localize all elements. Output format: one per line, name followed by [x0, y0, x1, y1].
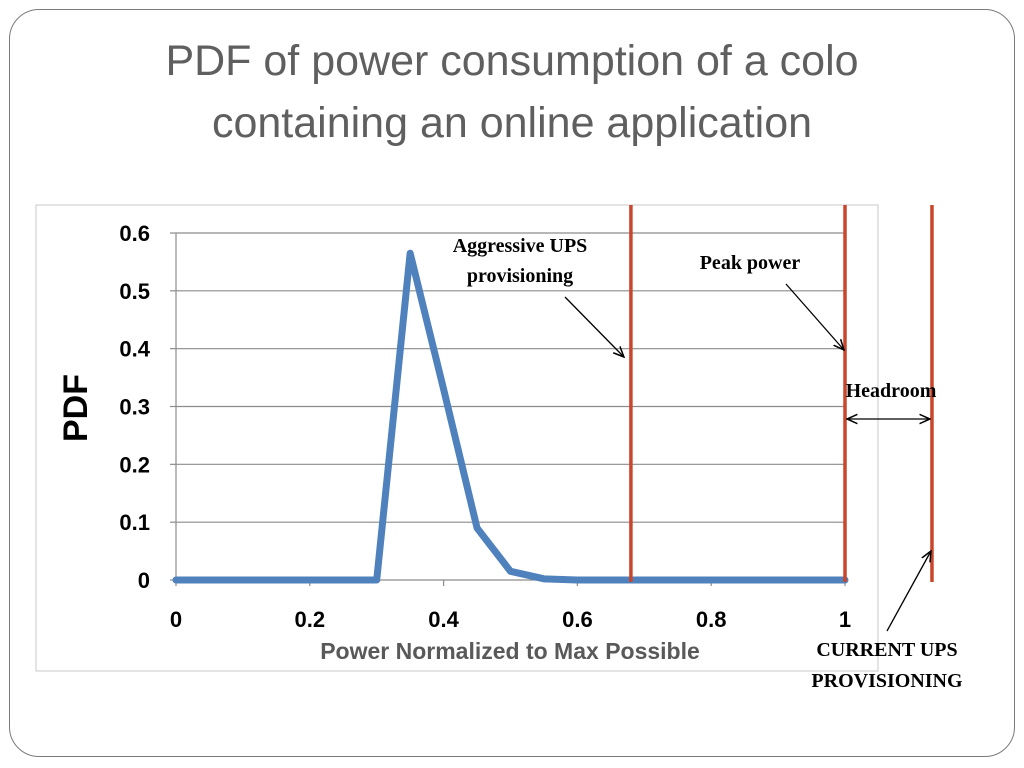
y-tick-label: 0.6 — [119, 221, 150, 246]
x-tick-label: 0.4 — [428, 607, 459, 632]
aggressive-ups-annotation-line: provisioning — [467, 265, 573, 287]
current-ups-annotation-line: CURRENT UPS — [816, 639, 957, 661]
x-tick-label: 0.2 — [295, 607, 326, 632]
peak-power-annotation-line: Peak power — [700, 252, 801, 274]
y-tick-label: 0.5 — [119, 279, 150, 304]
x-tick-label: 0 — [170, 607, 182, 632]
current-ups-annotation: CURRENT UPS PROVISIONING — [811, 639, 963, 692]
y-tick-label: 0.1 — [119, 510, 150, 535]
y-tick-label: 0 — [138, 568, 150, 593]
y-tick-label: 0.4 — [119, 337, 150, 362]
x-axis-label: Power Normalized to Max Possible — [320, 638, 700, 664]
y-tick-label: 0.2 — [119, 452, 150, 477]
headroom-annotation-line: Headroom — [846, 380, 937, 402]
x-tick-label: 0.8 — [696, 607, 727, 632]
grid-lines — [176, 232, 845, 523]
y-tick-label: 0.3 — [119, 395, 150, 420]
peak-power-arrow — [785, 283, 844, 350]
headroom-annotation: Headroom — [846, 380, 937, 402]
annotations: Aggressive UPS provisioning Peak power Head… — [453, 235, 963, 692]
reference-lines — [629, 205, 934, 582]
slide-title-line-2: containing an online application — [211, 99, 813, 147]
slide-title-line-1: PDF of power consumption of a colo — [165, 37, 859, 85]
aggressive-ups-arrow — [564, 296, 624, 357]
y-axis-label: PDF — [57, 374, 95, 442]
x-tick-label: 0.6 — [562, 607, 593, 632]
series-group — [172, 249, 849, 584]
peak-power-annotation: Peak power — [700, 252, 801, 274]
current-ups-arrow — [886, 551, 931, 632]
tick-labels: 0 0.1 0.2 0.3 0.4 0.5 0.6 0 0.2 0.4 0.6 0.8 1 Power N… — [57, 221, 851, 664]
x-tick-label: 1 — [839, 607, 851, 632]
current-ups-annotation-line: PROVISIONING — [811, 670, 963, 692]
aggressive-ups-annotation: Aggressive UPS provisioning — [453, 235, 588, 287]
slide-title: PDF of power consumption of a colo conta… — [0, 30, 1024, 154]
aggressive-ups-annotation-line: Aggressive UPS — [453, 235, 588, 257]
